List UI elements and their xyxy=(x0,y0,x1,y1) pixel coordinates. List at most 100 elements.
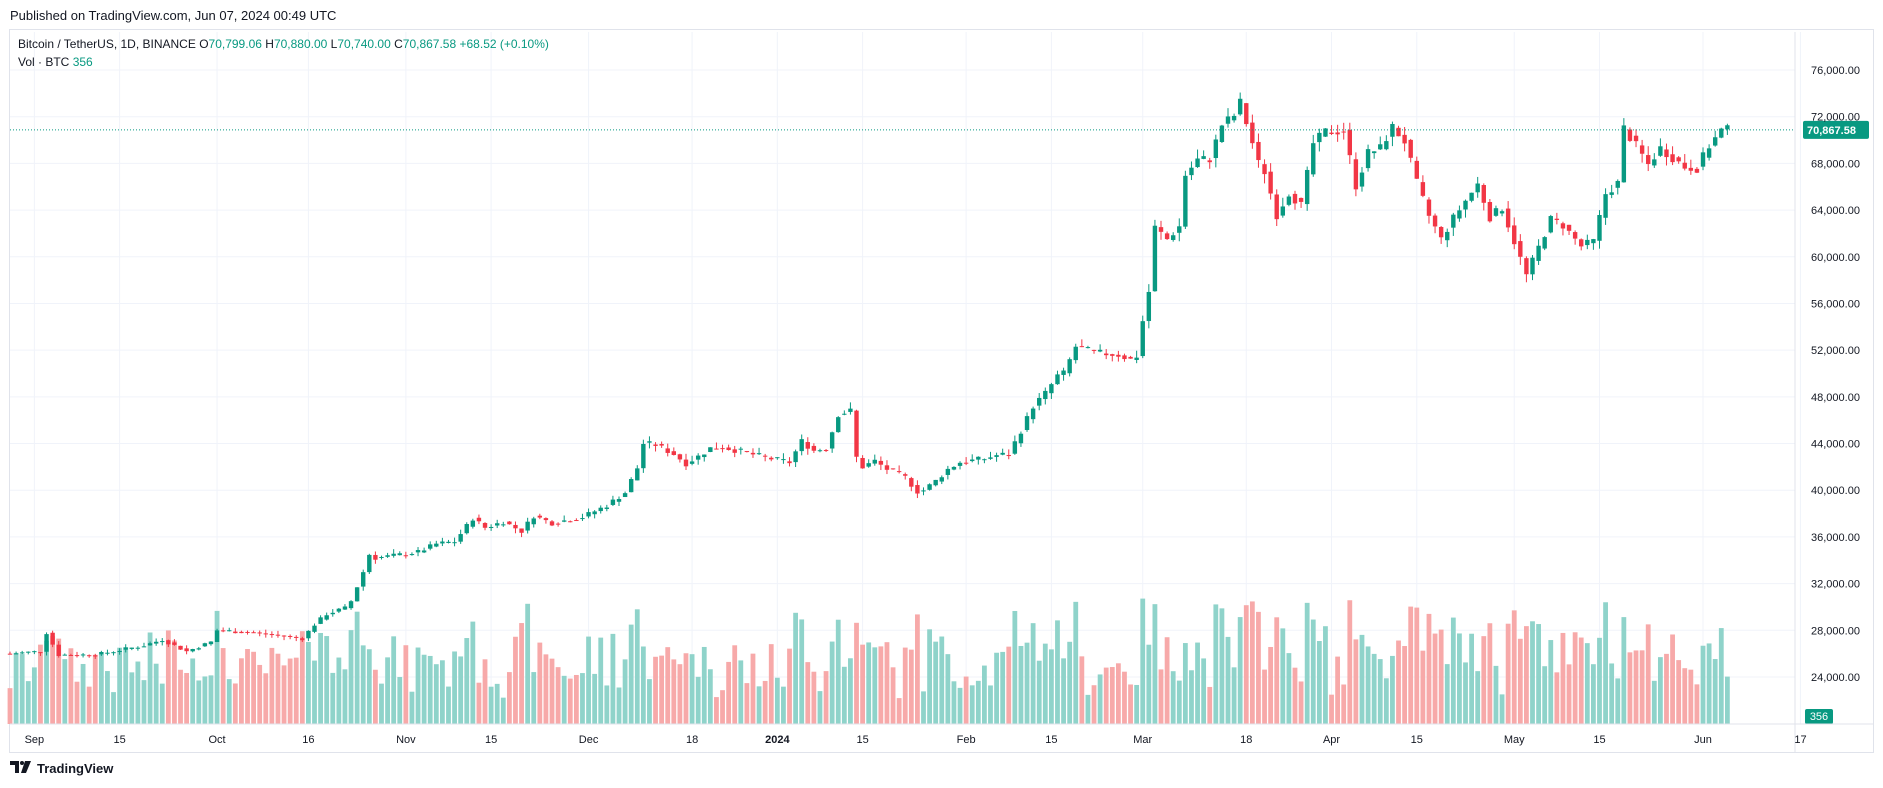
candle-body xyxy=(1457,210,1462,219)
candle-body xyxy=(306,630,311,639)
volume-bar xyxy=(1657,657,1663,724)
candle xyxy=(1030,406,1036,424)
tradingview-footer[interactable]: TradingView xyxy=(10,761,113,776)
volume-bar xyxy=(123,647,129,724)
candle-body xyxy=(1091,349,1097,351)
candle-body xyxy=(1414,160,1419,179)
volume-bar xyxy=(196,680,202,724)
last-price-line-layer: 70,867.58 356 xyxy=(10,120,1869,724)
candle xyxy=(336,607,342,614)
published-caption: Published on TradingView.com, Jun 07, 20… xyxy=(10,8,337,23)
volume-bar xyxy=(1688,669,1694,724)
candle xyxy=(1627,127,1633,143)
candle xyxy=(945,465,951,480)
candle-body xyxy=(1049,384,1054,394)
candle xyxy=(379,555,384,560)
candle xyxy=(1134,350,1139,364)
candle xyxy=(135,646,141,651)
volume-bar xyxy=(281,665,287,724)
candle-body xyxy=(196,648,201,650)
volume-bar xyxy=(1524,626,1529,724)
volume-bar xyxy=(774,677,780,724)
candle-body xyxy=(604,507,610,509)
candle-body xyxy=(1207,160,1212,163)
candle-body xyxy=(1164,233,1170,240)
volume-bar xyxy=(7,688,13,724)
candle xyxy=(1554,212,1560,225)
candle-body xyxy=(854,410,859,457)
volume-bar xyxy=(299,631,305,724)
candle-body xyxy=(1365,149,1371,169)
volume-bar xyxy=(318,632,323,724)
candle-body xyxy=(884,465,890,470)
time-tick-label: 17 xyxy=(1794,734,1806,746)
volume-bar xyxy=(695,676,701,724)
candle-body xyxy=(391,553,396,556)
price-tick-label: 60,000.00 xyxy=(1811,252,1860,264)
candle-body xyxy=(1603,194,1608,218)
volume-bar xyxy=(293,657,299,724)
candle xyxy=(105,649,110,656)
candle-body xyxy=(915,485,920,494)
legend-symbol[interactable]: Bitcoin / TetherUS, 1D, BINANCE xyxy=(18,37,196,51)
volume-bar xyxy=(1457,633,1462,724)
volume-bar xyxy=(896,698,902,724)
volume-bar xyxy=(1396,640,1401,724)
candle xyxy=(1286,194,1292,207)
time-tick-label: Sep xyxy=(25,734,45,746)
candle xyxy=(1012,435,1018,455)
candle xyxy=(470,518,476,529)
volume-bar xyxy=(1274,617,1280,724)
candle xyxy=(1207,157,1212,169)
candle-body xyxy=(1219,125,1225,142)
volume-bar xyxy=(1536,624,1541,724)
volume-bar xyxy=(963,676,969,724)
candle xyxy=(367,553,372,574)
chart-frame[interactable] xyxy=(9,29,1874,753)
volume-bar xyxy=(111,692,116,724)
candle xyxy=(671,447,677,456)
candle-body xyxy=(756,453,762,455)
candle-body xyxy=(1438,226,1444,238)
volume-bar xyxy=(1140,598,1146,724)
candle xyxy=(555,522,561,527)
candle-body xyxy=(507,521,512,525)
candle-body xyxy=(458,534,463,542)
candle xyxy=(361,569,366,591)
candle-body xyxy=(38,652,43,654)
candle-body xyxy=(1347,129,1352,156)
candle-body xyxy=(68,654,74,656)
candle-body xyxy=(1298,197,1304,202)
candle-body xyxy=(1426,199,1432,216)
candle-body xyxy=(1560,223,1566,229)
time-axis[interactable]: Sep 15 Oct 16 Nov 15 Dec 18 2024 15 Feb 15 Mar 18 Apr 1… xyxy=(10,723,1873,746)
candle-body xyxy=(1542,237,1547,249)
candle xyxy=(257,630,262,637)
volume-bar xyxy=(1310,619,1316,724)
candle xyxy=(300,636,305,642)
volume-bar xyxy=(50,636,56,724)
volume-bar xyxy=(312,660,317,724)
candle-body xyxy=(1597,215,1602,241)
candle-body xyxy=(659,444,664,446)
candle-body xyxy=(1384,141,1389,150)
candle xyxy=(196,646,201,651)
candle xyxy=(641,439,646,473)
volume-bar xyxy=(38,644,43,724)
legend-volume-label[interactable]: Vol · BTC xyxy=(18,55,70,69)
candle xyxy=(1639,139,1645,163)
candle xyxy=(1518,234,1523,265)
candle-body xyxy=(50,632,55,645)
candle-body xyxy=(1469,192,1474,201)
candle-body xyxy=(1499,211,1505,214)
volume-bar xyxy=(1189,670,1194,724)
candle-body xyxy=(1134,357,1139,360)
candle-body xyxy=(976,456,981,460)
time-tick-label: Feb xyxy=(957,734,976,746)
candle-body xyxy=(1706,148,1712,158)
price-axis[interactable]: 24,000.00 28,000.00 32,000.00 36,000.00 40,0… xyxy=(1794,32,1860,752)
candle-body xyxy=(1262,164,1267,175)
candle xyxy=(56,641,61,658)
candle xyxy=(1122,353,1127,362)
